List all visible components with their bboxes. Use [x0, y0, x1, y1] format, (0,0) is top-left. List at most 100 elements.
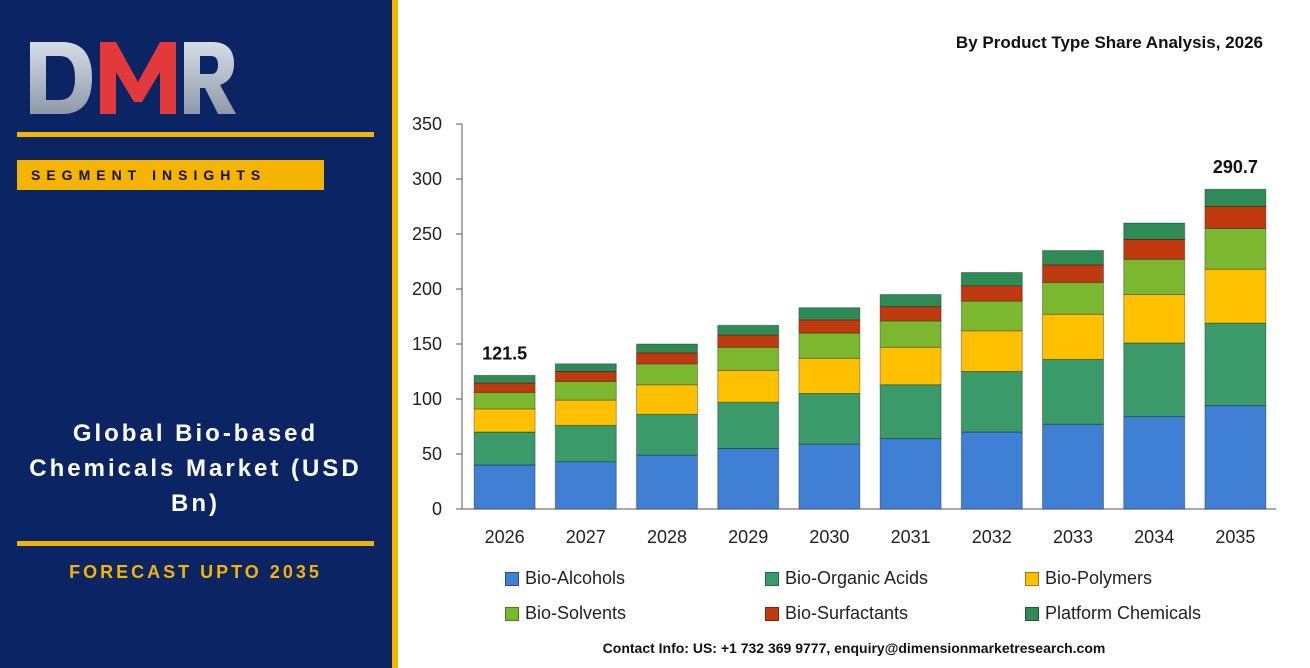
- bar-segment: [473, 464, 536, 510]
- y-tick-label: 350: [412, 114, 442, 134]
- bar-segment: [473, 391, 536, 410]
- legend-swatch: [1025, 571, 1039, 586]
- x-tick-label: 2033: [1053, 527, 1093, 547]
- bar-segment: [636, 384, 698, 415]
- bar-segment: [1042, 358, 1104, 425]
- bar-segment: [798, 307, 861, 321]
- bar-segment: [879, 346, 942, 386]
- y-tick-label: 50: [422, 444, 442, 464]
- x-tick-label: 2034: [1134, 527, 1174, 547]
- bar-segment: [879, 384, 942, 440]
- legend-label: Bio-Polymers: [1045, 568, 1153, 588]
- legend-item: Bio-Solvents: [505, 603, 626, 624]
- bar-segment: [1204, 405, 1267, 510]
- bar-segment: [717, 334, 780, 348]
- x-tick-label: 2035: [1215, 527, 1255, 547]
- divider-bottom: [17, 541, 374, 546]
- x-tick-label: 2026: [485, 527, 525, 547]
- y-tick-label: 100: [412, 389, 442, 409]
- bar-segment: [960, 300, 1023, 332]
- y-tick-label: 300: [412, 169, 442, 189]
- bar-segment: [554, 399, 617, 426]
- bar-segment: [798, 319, 861, 334]
- stacked-bar-chart: 0 50 100 150 200 250 300 350 2026 2027 2028 2029 20…: [412, 114, 1276, 547]
- y-tick-label: 0: [432, 499, 442, 519]
- bar-segment: [1204, 188, 1267, 207]
- bar-segment: [1123, 294, 1186, 344]
- x-tick-label: 2029: [728, 527, 768, 547]
- bar-segment: [717, 369, 780, 403]
- bar-segment: [1042, 423, 1104, 510]
- bar-segment: [1123, 239, 1186, 260]
- legend-swatch: [505, 606, 519, 621]
- bar-segment: [1123, 342, 1186, 418]
- total-annotations: 121.5 290.7: [482, 157, 1258, 363]
- bar-segment: [636, 413, 698, 456]
- bar-segment: [798, 357, 861, 394]
- bar-segment: [717, 346, 780, 371]
- bar-segment: [798, 443, 861, 510]
- bar-segment: [1204, 268, 1267, 324]
- x-axis: 2026 2027 2028 2029 2030 2031 2032 2033 2034 2035: [462, 508, 1276, 547]
- bar-segment: [1042, 250, 1104, 266]
- forecast-label: FORECAST UPTO 2035: [69, 562, 322, 582]
- bar-segment: [1123, 258, 1186, 295]
- y-axis: 0 50 100 150 200 250 300 350: [412, 114, 463, 519]
- contact-info: Contact Info: US: +1 732 369 9777, enqui…: [602, 640, 1106, 656]
- bar-segment: [636, 343, 698, 354]
- bar-segment: [1204, 206, 1267, 229]
- legend-label: Platform Chemicals: [1045, 603, 1202, 623]
- legend-swatch: [505, 571, 519, 586]
- bar-segment: [1123, 222, 1186, 240]
- bar-segment: [473, 382, 536, 393]
- bar-segment: [1123, 416, 1186, 510]
- bar-segment: [879, 306, 942, 322]
- dmr-logo: [30, 42, 236, 114]
- legend-item: Bio-Polymers: [1025, 568, 1152, 589]
- bar-segment: [1042, 313, 1104, 360]
- bar-segment: [960, 371, 1023, 433]
- bar-segment: [636, 352, 698, 365]
- bar-total-label: 121.5: [482, 343, 527, 363]
- bar-segment: [554, 363, 617, 372]
- legend-label: Bio-Solvents: [525, 603, 627, 623]
- y-tick-label: 200: [412, 279, 442, 299]
- bar-segment: [473, 408, 536, 433]
- legend-item: Bio-Organic Acids: [765, 568, 928, 589]
- bar-segment: [717, 448, 780, 510]
- bar-segment: [960, 272, 1023, 287]
- legend-item: Bio-Alcohols: [505, 568, 625, 589]
- x-tick-label: 2027: [566, 527, 606, 547]
- bar-segment: [473, 431, 536, 466]
- legend-swatch: [765, 571, 779, 586]
- bar-segment: [960, 330, 1023, 372]
- chart-title: By Product Type Share Analysis, 2026: [955, 33, 1263, 52]
- divider-top: [17, 132, 374, 137]
- bar-segment: [717, 324, 780, 336]
- bar-segment: [879, 294, 942, 308]
- left-info-panel: SEGMENT INSIGHTS Global Bio-based Chemic…: [0, 0, 392, 668]
- bar-segment: [1042, 264, 1104, 283]
- bar-segment: [960, 285, 1023, 302]
- legend-item: Bio-Surfactants: [765, 603, 908, 624]
- bar-segment: [960, 431, 1023, 510]
- bar-segment: [1042, 281, 1104, 315]
- bar-stacks: [473, 188, 1267, 510]
- x-tick-label: 2031: [891, 527, 931, 547]
- bar-segment: [636, 454, 698, 510]
- y-tick-label: 150: [412, 334, 442, 354]
- legend-swatch: [765, 606, 779, 621]
- bar-segment: [554, 424, 617, 463]
- bar-segment: [879, 438, 942, 510]
- x-tick-label: 2028: [647, 527, 687, 547]
- bar-segment: [1204, 322, 1267, 407]
- bar-segment: [798, 393, 861, 445]
- panel-divider: [392, 0, 398, 668]
- bar-segment: [636, 363, 698, 386]
- bar-segment: [554, 461, 617, 510]
- y-tick-label: 250: [412, 224, 442, 244]
- segment-insights-label: SEGMENT INSIGHTS: [17, 160, 324, 190]
- bar-segment: [554, 380, 617, 401]
- x-tick-label: 2032: [972, 527, 1012, 547]
- legend-label: Bio-Alcohols: [525, 568, 626, 588]
